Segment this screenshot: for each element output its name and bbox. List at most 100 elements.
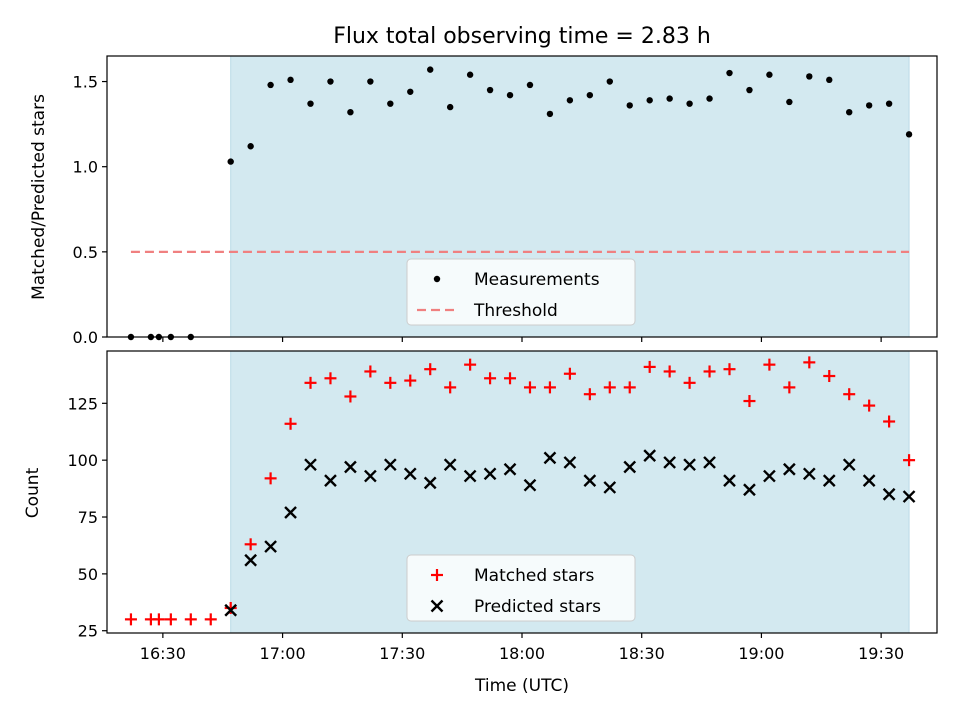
legend-label: Threshold bbox=[473, 301, 558, 321]
predicted-stars-point bbox=[344, 460, 357, 474]
matched-stars-point bbox=[543, 381, 556, 394]
matched-stars-point bbox=[444, 381, 457, 394]
x-tick-label: 18:00 bbox=[499, 644, 545, 663]
matched-stars-point bbox=[204, 613, 217, 626]
predicted-stars-point bbox=[503, 462, 517, 476]
predicted-stars-point bbox=[543, 451, 557, 465]
measurement-point bbox=[506, 91, 514, 99]
predicted-stars-point bbox=[443, 458, 457, 472]
predicted-stars-point bbox=[623, 460, 637, 474]
measurement-point bbox=[686, 100, 693, 107]
matched-stars-point bbox=[763, 358, 776, 371]
predicted-stars-point bbox=[743, 483, 756, 497]
measurement-point bbox=[307, 100, 314, 107]
y-tick-label: 75 bbox=[78, 508, 98, 527]
y-tick-label: 0.0 bbox=[73, 328, 98, 347]
predicted-stars-point bbox=[383, 458, 397, 472]
x-tick-label: 18:30 bbox=[619, 644, 665, 663]
matched-stars-point bbox=[152, 613, 165, 626]
predicted-stars-point bbox=[244, 553, 258, 567]
measurement-point bbox=[387, 100, 394, 107]
measurement-point bbox=[247, 143, 254, 150]
y-axis-label: Matched/Predicted stars bbox=[29, 94, 49, 300]
measurement-point bbox=[427, 66, 434, 73]
legend-item: Measurements bbox=[433, 270, 600, 290]
measurement-point bbox=[287, 76, 294, 84]
measurement-point bbox=[446, 103, 454, 111]
predicted-stars-point bbox=[862, 474, 876, 487]
matched-stars-point bbox=[523, 381, 536, 394]
legend-item: Threshold bbox=[417, 301, 558, 321]
y-tick-label: 1.0 bbox=[73, 158, 98, 177]
matched-stars-point bbox=[663, 365, 676, 378]
x-axis-label: Time (UTC) bbox=[474, 676, 569, 696]
x-tick-label: 19:30 bbox=[858, 644, 904, 663]
matched-stars-point bbox=[504, 372, 517, 385]
predicted-stars-point bbox=[643, 449, 657, 462]
measurement-point bbox=[706, 95, 713, 102]
x-tick-label: 17:30 bbox=[379, 644, 425, 663]
predicted-stars-point bbox=[822, 474, 836, 487]
predicted-stars-point bbox=[663, 456, 676, 469]
matched-stars-point bbox=[683, 376, 696, 389]
count-panel: 25 50 75 100 125 16:30 17:00 17:30 18:00 18:30 19:… bbox=[23, 350, 938, 696]
predicted-stars-point bbox=[703, 456, 716, 469]
y-axis-label: Count bbox=[23, 467, 43, 518]
predicted-stars-point bbox=[304, 458, 317, 472]
measurement-point bbox=[826, 76, 833, 84]
measurement-point bbox=[766, 71, 773, 78]
predicted-stars-point bbox=[723, 474, 736, 487]
predicted-stars-point bbox=[902, 490, 916, 503]
measurement-point bbox=[466, 71, 474, 78]
measurement-point bbox=[407, 88, 414, 95]
matched-stars-point bbox=[843, 388, 856, 401]
matched-stars-point bbox=[304, 376, 317, 389]
matched-stars-point bbox=[823, 370, 836, 383]
measurement-point bbox=[746, 86, 753, 94]
axes: 25 50 75 100 125 16:30 17:00 17:30 18:00 18:30 19:… bbox=[67, 350, 938, 663]
legend-box bbox=[406, 258, 636, 326]
predicted-stars-point bbox=[783, 462, 796, 476]
measurement-point bbox=[347, 109, 354, 116]
y-tick-label: 25 bbox=[78, 622, 98, 641]
predicted-stars-point bbox=[463, 469, 477, 483]
measurement-point bbox=[586, 91, 594, 99]
matched-stars-point bbox=[464, 358, 477, 371]
measurement-point bbox=[367, 78, 374, 85]
legend-marker bbox=[431, 569, 443, 581]
legend: Measurements Threshold bbox=[406, 258, 636, 326]
predicted-stars-point bbox=[842, 458, 856, 472]
predicted-stars-point bbox=[683, 458, 696, 472]
matched-stars-point bbox=[783, 381, 796, 394]
legend-item: Matched stars bbox=[431, 566, 594, 586]
predicted-stars-point bbox=[423, 476, 437, 490]
measurement-point bbox=[885, 100, 893, 107]
matched-stars-point bbox=[404, 374, 417, 387]
measurement-point bbox=[626, 102, 633, 109]
x-tick-label: 19:00 bbox=[738, 644, 784, 663]
y-tick-label: 1.5 bbox=[73, 73, 98, 92]
measurement-point bbox=[666, 95, 673, 102]
predicted-stars-point bbox=[603, 481, 617, 494]
legend-box bbox=[406, 554, 636, 622]
legend-marker bbox=[433, 275, 441, 283]
measurement-point bbox=[327, 78, 334, 85]
measurement-point bbox=[806, 73, 813, 80]
y-tick-label: 100 bbox=[67, 451, 98, 470]
predicted-stars-point bbox=[763, 469, 776, 483]
measurement-point bbox=[865, 102, 873, 109]
count-data bbox=[124, 356, 916, 626]
chart-title: Flux total observing time = 2.83 h bbox=[333, 24, 711, 49]
legend-label: Measurements bbox=[474, 270, 600, 290]
measurement-point bbox=[905, 131, 913, 138]
matched-stars-point bbox=[643, 360, 656, 373]
measurement-point bbox=[606, 78, 613, 85]
x-tick-label: 17:00 bbox=[260, 644, 306, 663]
y-tick-label: 0.5 bbox=[73, 243, 98, 262]
matched-stars-point bbox=[563, 367, 576, 380]
matched-stars-point bbox=[903, 454, 916, 467]
y-tick-label: 125 bbox=[67, 394, 98, 413]
legend: Matched stars Predicted stars bbox=[406, 554, 636, 622]
matched-stars-point bbox=[603, 381, 616, 394]
matched-stars-point bbox=[184, 613, 197, 626]
